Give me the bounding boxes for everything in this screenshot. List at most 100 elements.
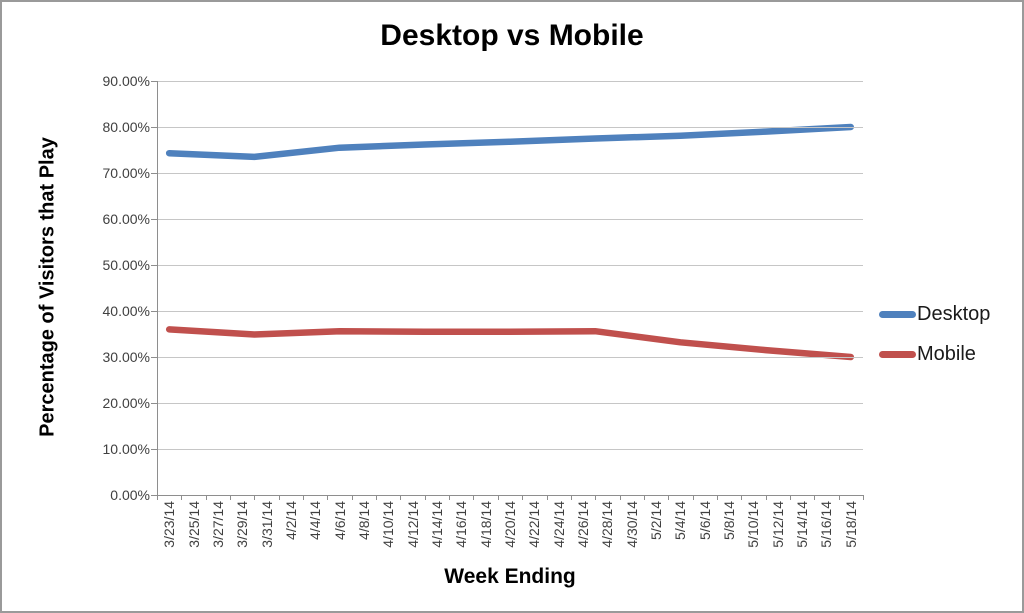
x-tick-mark — [351, 495, 353, 500]
x-tick-mark — [327, 495, 329, 500]
y-tick-mark — [151, 81, 157, 82]
plot-area — [157, 81, 863, 496]
x-tick-mark — [449, 495, 451, 500]
y-tick-label: 60.00% — [102, 211, 150, 227]
x-tick-mark — [205, 495, 207, 500]
x-tick-mark — [303, 495, 305, 500]
x-tick-label: 4/6/14 — [331, 501, 348, 540]
x-tick-mark — [181, 495, 183, 500]
legend-label-desktop: Desktop — [917, 302, 991, 325]
gridline — [157, 173, 863, 174]
y-tick-mark — [151, 357, 157, 358]
y-axis-title: Percentage of Visitors that Play — [36, 137, 59, 437]
y-tick-label: 70.00% — [102, 165, 150, 181]
gridline — [157, 403, 863, 404]
y-tick-mark — [151, 265, 157, 266]
x-axis-line — [157, 495, 863, 496]
x-tick-mark — [643, 495, 645, 500]
x-tick-mark — [570, 495, 572, 500]
y-tick-mark — [151, 449, 157, 450]
gridline — [157, 127, 863, 128]
x-tick-label: 4/30/14 — [623, 501, 640, 548]
series-line-mobile — [165, 326, 855, 361]
x-tick-label: 5/10/14 — [745, 501, 762, 548]
y-tick-label: 30.00% — [102, 349, 150, 365]
x-tick-mark — [814, 495, 816, 500]
gridline — [157, 449, 863, 450]
x-tick-mark — [278, 495, 280, 500]
x-tick-label: 5/8/14 — [721, 501, 738, 540]
y-tick-label: 80.00% — [102, 119, 150, 135]
x-tick-mark — [546, 495, 548, 500]
y-axis-line — [157, 81, 158, 495]
legend: Desktop Mobile — [879, 301, 990, 381]
x-tick-label: 5/18/14 — [842, 501, 859, 548]
x-tick-label: 5/4/14 — [672, 501, 689, 540]
x-tick-mark — [424, 495, 426, 500]
x-tick-mark — [157, 495, 158, 500]
x-tick-label: 4/2/14 — [282, 501, 299, 540]
x-tick-mark — [863, 495, 864, 500]
x-tick-label: 5/16/14 — [818, 501, 835, 548]
x-tick-mark — [497, 495, 499, 500]
x-tick-mark — [254, 495, 256, 500]
x-tick-mark — [741, 495, 743, 500]
y-tick-mark — [151, 127, 157, 128]
x-tick-label: 3/31/14 — [258, 501, 275, 548]
y-tick-mark — [151, 495, 157, 496]
chart-title: Desktop vs Mobile — [380, 19, 644, 52]
y-tick-label: 20.00% — [102, 395, 150, 411]
x-tick-label: 4/12/14 — [404, 501, 421, 548]
y-tick-mark — [151, 173, 157, 174]
gridline — [157, 265, 863, 266]
x-tick-label: 5/2/14 — [648, 501, 665, 540]
x-tick-label: 4/4/14 — [307, 501, 324, 540]
x-tick-mark — [668, 495, 670, 500]
x-tick-mark — [765, 495, 767, 500]
x-tick-mark — [473, 495, 475, 500]
legend-item-desktop: Desktop — [879, 301, 990, 327]
x-tick-label: 5/12/14 — [769, 501, 786, 548]
y-tick-label: 10.00% — [102, 441, 150, 457]
x-tick-label: 4/22/14 — [526, 501, 543, 548]
legend-label-mobile: Mobile — [917, 342, 976, 365]
gridline — [157, 357, 863, 358]
gridline — [157, 81, 863, 82]
y-tick-mark — [151, 311, 157, 312]
x-tick-mark — [376, 495, 378, 500]
x-tick-label: 4/8/14 — [355, 501, 372, 540]
x-tick-label: 5/14/14 — [794, 501, 811, 548]
x-tick-label: 4/16/14 — [453, 501, 470, 548]
x-tick-mark — [789, 495, 791, 500]
x-tick-mark — [400, 495, 402, 500]
legend-item-mobile: Mobile — [879, 341, 990, 367]
y-tick-label: 0.00% — [110, 487, 150, 503]
mobile-line-swatch — [879, 350, 916, 358]
y-tick-label: 50.00% — [102, 257, 150, 273]
x-tick-label: 3/29/14 — [234, 501, 251, 548]
x-tick-label: 3/27/14 — [209, 501, 226, 548]
series-lines — [165, 123, 855, 361]
series-line-desktop — [165, 123, 855, 161]
x-tick-label: 4/10/14 — [380, 501, 397, 548]
y-tick-label: 40.00% — [102, 303, 150, 319]
x-tick-mark — [692, 495, 694, 500]
x-tick-label: 5/6/14 — [696, 501, 713, 540]
x-tick-label: 4/28/14 — [599, 501, 616, 548]
x-axis-title: Week Ending — [444, 565, 576, 588]
x-tick-label: 3/25/14 — [185, 501, 202, 548]
x-tick-mark — [838, 495, 840, 500]
y-tick-label: 90.00% — [102, 73, 150, 89]
x-tick-mark — [595, 495, 597, 500]
x-tick-label: 4/24/14 — [550, 501, 567, 548]
gridline — [157, 219, 863, 220]
y-tick-mark — [151, 219, 157, 220]
x-tick-label: 4/20/14 — [502, 501, 518, 548]
x-tick-label: 4/26/14 — [575, 501, 592, 548]
gridline — [157, 311, 863, 312]
x-tick-mark — [522, 495, 524, 500]
x-tick-mark — [230, 495, 232, 500]
y-tick-mark — [151, 403, 157, 404]
x-tick-mark — [619, 495, 621, 500]
x-tick-label: 3/23/14 — [161, 501, 178, 548]
